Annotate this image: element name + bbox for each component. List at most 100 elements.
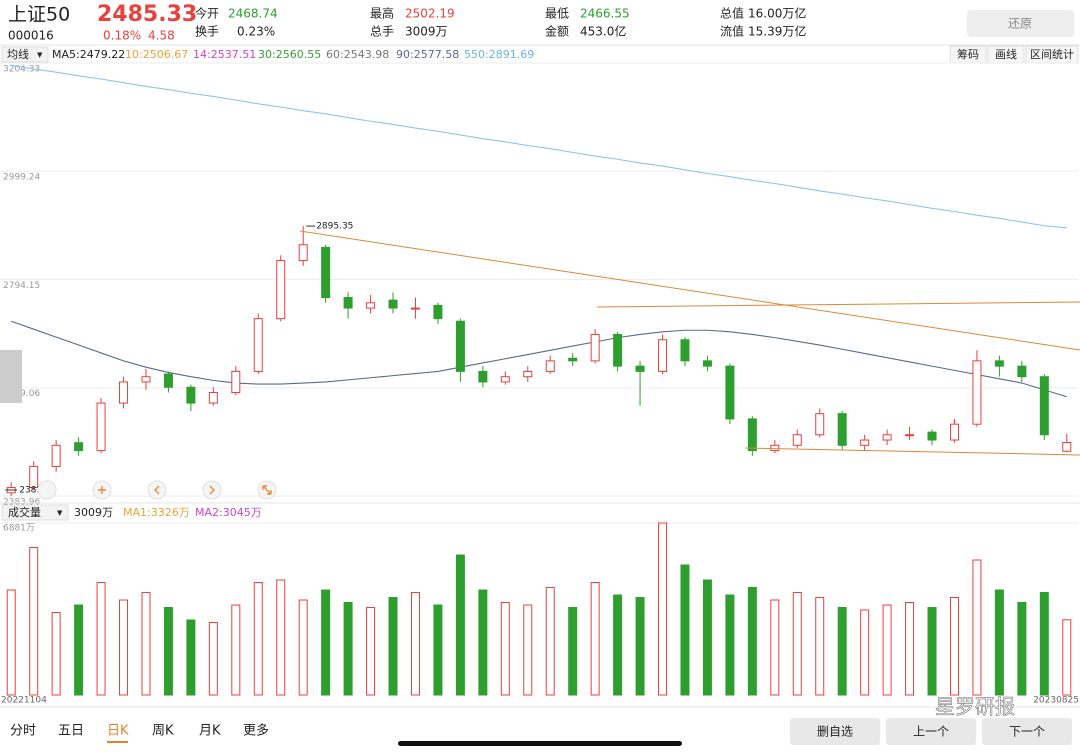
candle-body bbox=[590, 333, 600, 362]
volume-bar bbox=[568, 607, 578, 696]
icon-button[interactable] bbox=[147, 480, 167, 500]
candle-body bbox=[770, 444, 780, 452]
field-label: 换手 bbox=[195, 25, 219, 39]
tool-label[interactable]: 区间统计 bbox=[1030, 48, 1074, 61]
candle-body bbox=[298, 244, 308, 262]
field-value: 2502.19 bbox=[405, 7, 455, 21]
candle-body bbox=[96, 402, 106, 452]
ma-line bbox=[11, 320, 1067, 398]
candle-body bbox=[253, 318, 263, 372]
index-name: 上证50 bbox=[8, 4, 70, 26]
volume-bar bbox=[994, 589, 1004, 696]
tool-label[interactable]: 画线 bbox=[995, 47, 1017, 61]
y-tick-label: 6881万 bbox=[3, 524, 35, 534]
volume-bar bbox=[298, 599, 308, 696]
tab[interactable]: 五日 bbox=[58, 724, 84, 739]
candle-body bbox=[680, 339, 690, 362]
field-label: 总值 bbox=[720, 6, 744, 21]
candle-body bbox=[927, 431, 937, 441]
volume-bar bbox=[96, 582, 106, 696]
tab[interactable]: 更多 bbox=[243, 723, 269, 739]
ma-selector-label[interactable]: 均线 bbox=[7, 47, 29, 61]
ma-line bbox=[11, 64, 1067, 229]
ma-item: 550:2891.69 bbox=[464, 48, 534, 61]
tab-active[interactable]: 日K bbox=[107, 724, 129, 739]
change: 4.58 bbox=[148, 29, 175, 43]
volume-bar bbox=[747, 587, 757, 696]
icon-button[interactable] bbox=[202, 480, 222, 500]
x-tick-label: 20221104 bbox=[1, 696, 47, 706]
change-pct: 0.18% bbox=[103, 29, 141, 43]
candle-body bbox=[410, 307, 420, 310]
slider-handle[interactable] bbox=[0, 350, 22, 403]
candle-body bbox=[882, 434, 892, 441]
volume-selector[interactable] bbox=[1, 504, 69, 521]
price: 2485.33 bbox=[97, 2, 197, 27]
volume-bar bbox=[29, 547, 39, 696]
candle-body bbox=[658, 339, 668, 372]
candle-body bbox=[74, 442, 84, 452]
tab[interactable]: 月K bbox=[199, 724, 221, 739]
volume-bar bbox=[500, 602, 510, 696]
candle-body bbox=[208, 392, 218, 404]
volume-bar bbox=[141, 592, 151, 696]
action-button[interactable] bbox=[790, 718, 880, 745]
volume-selector-label[interactable]: 成交量 bbox=[8, 505, 41, 519]
volume-bar bbox=[837, 607, 847, 696]
volume-bar bbox=[590, 582, 600, 696]
tool-label[interactable]: 筹码 bbox=[957, 47, 979, 61]
volume-bar bbox=[366, 607, 376, 696]
candle-body bbox=[994, 360, 1004, 367]
x-tick-label: 20230825 bbox=[1033, 696, 1079, 706]
ma-selector[interactable] bbox=[1, 46, 49, 63]
volume-bar bbox=[860, 609, 870, 696]
volume-ma: MA2:3045万 bbox=[195, 506, 262, 519]
candle-body bbox=[186, 386, 196, 404]
candle-body bbox=[343, 297, 353, 309]
icon-button[interactable] bbox=[37, 480, 57, 500]
nav-glyphs bbox=[98, 485, 272, 495]
volume-bar bbox=[253, 582, 263, 696]
candle-body bbox=[905, 434, 915, 437]
home-indicator bbox=[398, 741, 682, 746]
volume-bar bbox=[702, 579, 712, 696]
field-value: 3009万 bbox=[405, 25, 448, 39]
restore-label[interactable]: 还原 bbox=[1008, 17, 1032, 31]
volume-bar bbox=[208, 622, 218, 696]
candle-body bbox=[231, 370, 241, 394]
candle-body bbox=[725, 365, 735, 420]
trend-line bbox=[744, 447, 1080, 456]
volume-bar bbox=[658, 522, 668, 696]
trend-line bbox=[596, 301, 1080, 308]
volume-bar bbox=[545, 587, 555, 696]
volume-bar bbox=[680, 564, 690, 696]
high-label: 2895.35 bbox=[316, 222, 353, 232]
action-button[interactable] bbox=[982, 718, 1072, 745]
field-label: 总手 bbox=[370, 25, 394, 39]
candle-body bbox=[366, 302, 376, 309]
volume-ma: MA1:3326万 bbox=[123, 506, 190, 519]
volume-bar bbox=[905, 602, 915, 696]
volume-bar bbox=[1017, 602, 1027, 696]
field-value: 15.39万亿 bbox=[748, 24, 806, 39]
action-button[interactable] bbox=[886, 718, 976, 745]
candle-body bbox=[523, 370, 533, 378]
volume-bar bbox=[1039, 592, 1049, 696]
volume-total: 3009万 bbox=[74, 506, 113, 519]
action-label[interactable]: 删自选 bbox=[817, 725, 853, 739]
volume-bar bbox=[410, 592, 420, 696]
candle-body bbox=[51, 444, 61, 467]
restore-button[interactable] bbox=[967, 10, 1074, 37]
tab[interactable]: 周K bbox=[152, 724, 174, 739]
volume-bar bbox=[231, 604, 241, 696]
action-label[interactable]: 下一个 bbox=[1009, 725, 1045, 739]
candle-body bbox=[433, 304, 443, 320]
zoom-in bbox=[98, 486, 106, 494]
field-label: 最低 bbox=[545, 7, 569, 21]
candle-body bbox=[949, 423, 959, 441]
candle-body bbox=[1039, 376, 1049, 436]
tab[interactable]: 分时 bbox=[10, 724, 36, 739]
action-label[interactable]: 上一个 bbox=[913, 725, 949, 739]
dropdown-arrow: ▼ bbox=[37, 51, 43, 59]
